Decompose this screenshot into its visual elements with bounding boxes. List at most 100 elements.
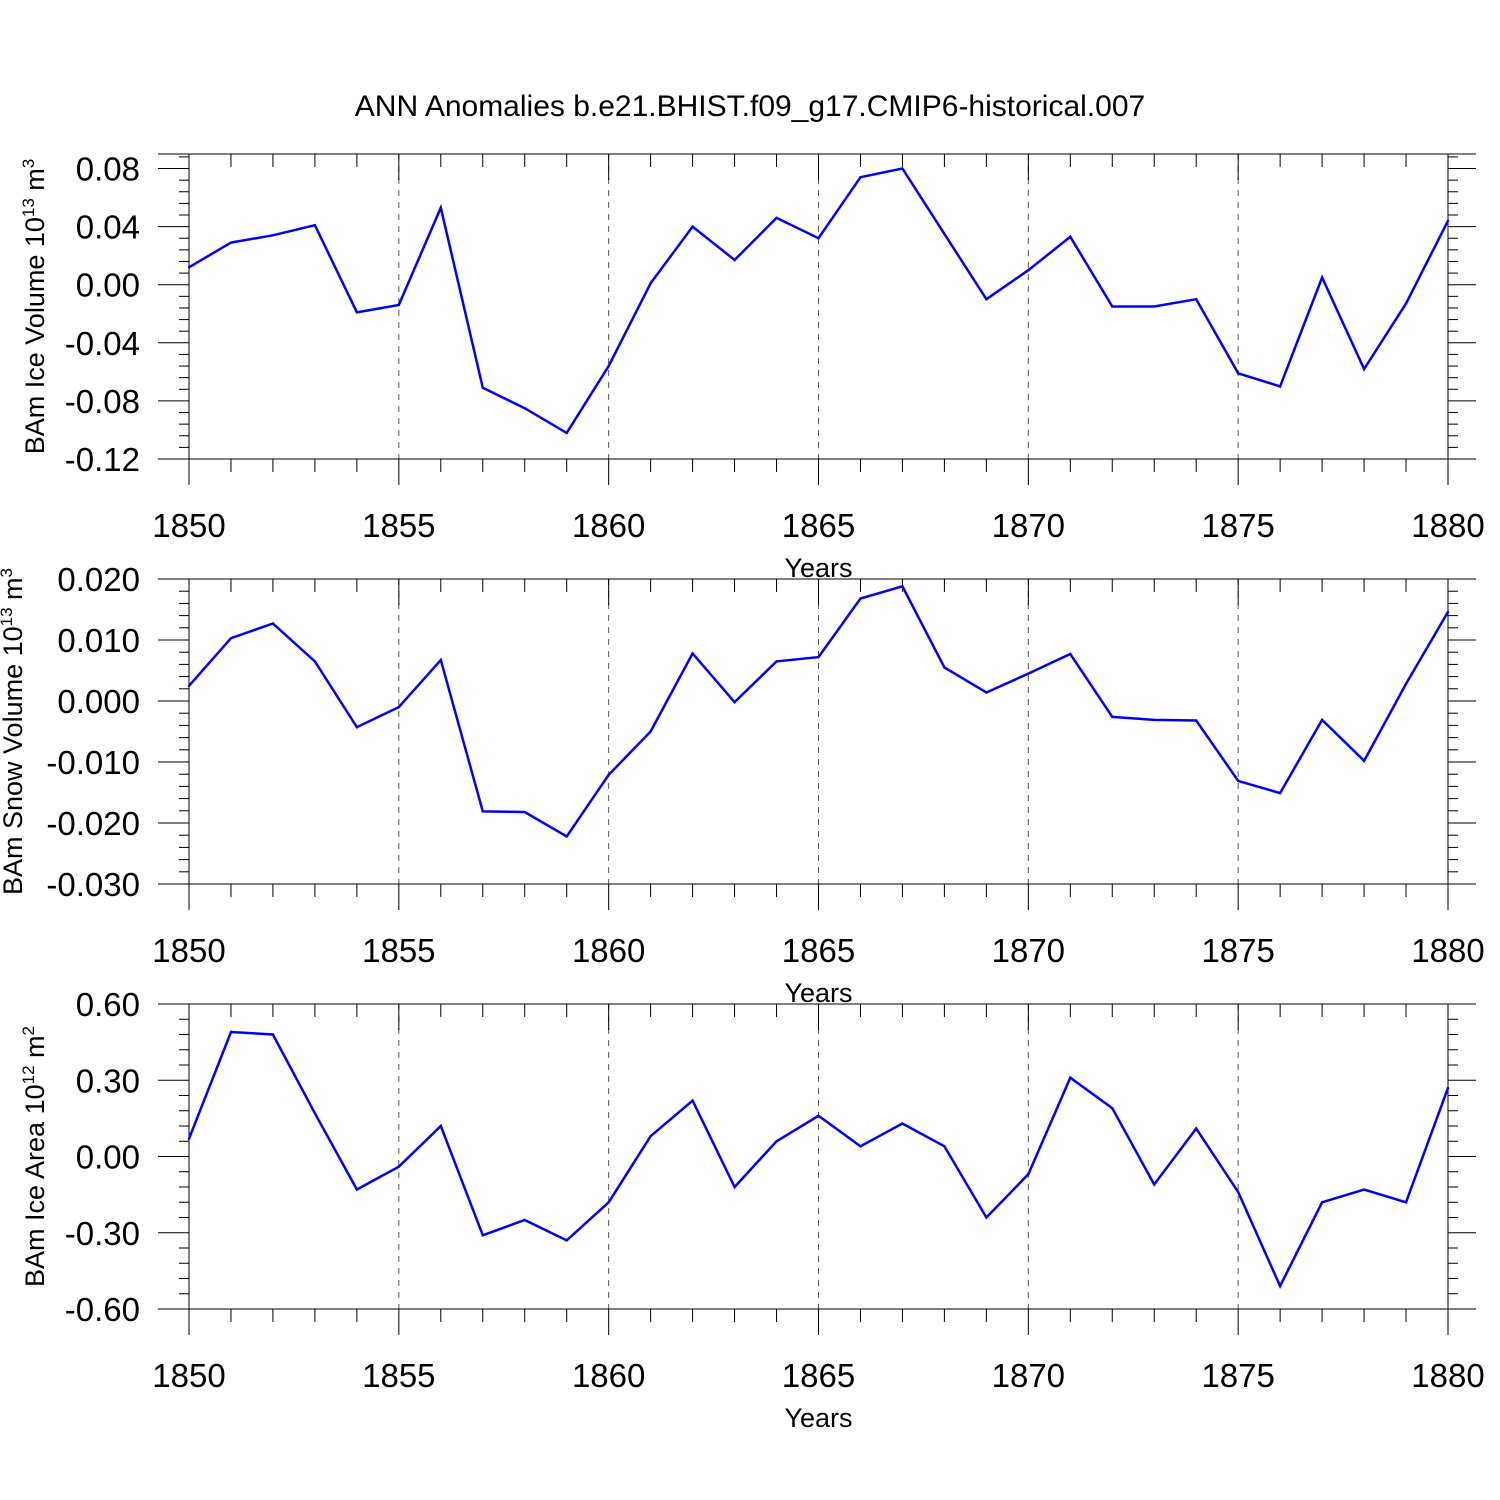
x-tick-label: 1875 [1201,507,1274,544]
data-point [397,303,401,307]
data-point [985,298,988,301]
page-title: ANN Anomalies b.e21.BHIST.f09_g17.CMIP6-… [355,90,1145,123]
data-point [355,311,359,314]
y-tick-label: -0.30 [65,1215,140,1252]
data-point [313,1112,317,1115]
data-point [607,773,610,777]
data-point [733,1185,736,1189]
data-point [691,225,694,228]
data-point [1404,682,1408,686]
data-point [355,726,359,729]
x-axis-title: Years [784,1403,852,1433]
data-point [1027,1173,1030,1176]
data-point [817,1114,820,1118]
data-point [1195,298,1198,301]
data-point [481,810,484,813]
data-point [523,810,526,814]
y-tick-label: 0.000 [57,683,140,720]
data-point [1236,372,1240,375]
data-point [1195,719,1198,722]
data-point [271,234,275,237]
x-tick-label: 1870 [992,507,1065,544]
data-point [1069,1076,1072,1079]
data-point [1236,1190,1240,1194]
y-axis-title-exponent: 13 [0,607,16,626]
data-point [523,406,526,410]
y-axis-title-base: BAm Ice Area 10 [20,1084,50,1287]
data-point [1111,305,1114,308]
data-point [187,684,191,687]
data-point [901,1122,904,1125]
data-point [817,655,820,659]
data-point [439,1124,442,1128]
y-tick-label: -0.020 [46,805,140,842]
x-tick-label: 1870 [992,932,1065,969]
data-point [733,258,736,262]
y-tick-label: -0.010 [46,744,140,781]
data-point [691,1099,694,1102]
x-tick-label: 1855 [362,507,435,544]
y-axis-title-unit: m [0,577,28,607]
x-tick-label: 1875 [1201,1357,1274,1394]
x-tick-label: 1860 [572,1357,645,1394]
data-point [1111,1107,1114,1110]
x-tick-label: 1865 [782,1357,855,1394]
data-point [523,1218,526,1222]
data-point [733,701,736,704]
data-point [1278,385,1282,388]
data-point [1320,1201,1324,1204]
data-point [1446,1086,1450,1090]
data-point [1278,1284,1282,1288]
data-point [607,1201,610,1204]
y-axis-title: BAm Ice Volume 1013 m3 [19,159,50,455]
x-tick-label: 1860 [572,932,645,969]
data-point [691,652,694,655]
y-axis-title-exponent: 13 [19,198,38,217]
y-tick-label: -0.08 [65,383,140,420]
data-point [397,1165,401,1168]
x-tick-label: 1850 [152,932,225,969]
data-point [649,282,652,285]
y-tick-label: 0.010 [57,622,140,659]
y-axis-title-base: BAm Snow Volume 10 [0,626,28,895]
data-point [985,1216,988,1219]
data-point [775,1140,778,1143]
data-point [1153,718,1156,722]
data-point [859,176,862,179]
x-tick-label: 1865 [782,507,855,544]
y-axis-title-unit-exponent: 3 [0,568,16,577]
y-axis-title-unit: m [20,168,50,198]
data-point [271,1033,275,1036]
data-point [1069,652,1072,656]
data-point [1195,1127,1198,1130]
x-tick-label: 1850 [152,1357,225,1394]
data-point [943,1145,946,1148]
data-point [1278,791,1282,795]
data-point [565,1239,568,1242]
data-point [859,597,862,600]
data-point [1236,779,1240,783]
chart-panel-1: -0.12 -0.08 -0.04 0.00 0.04 0.08 1850 1855 1860 1… [19,151,1485,583]
x-tick-label: 1880 [1411,1357,1484,1394]
data-point [481,386,484,390]
y-axis-title-unit-exponent: 2 [19,1026,38,1035]
data-point [1111,715,1114,719]
data-point [1027,672,1030,675]
data-point [355,1188,359,1191]
y-tick-label: -0.60 [65,1291,140,1328]
x-tick-label: 1865 [782,932,855,969]
y-axis-title-unit-exponent: 3 [19,159,38,168]
y-axis-title-base: BAm Ice Volume 10 [20,217,50,454]
y-tick-label: 0.60 [76,986,140,1023]
x-axis-title: Years [784,978,852,1008]
y-tick-label: -0.12 [65,441,140,478]
data-point [187,266,191,269]
data-point [481,1234,484,1237]
data-point [1362,1188,1366,1191]
data-point [439,206,442,209]
data-point [1320,718,1324,722]
data-point [901,167,904,170]
data-point [649,730,652,733]
data-point [1404,302,1408,305]
data-point [1153,305,1156,308]
